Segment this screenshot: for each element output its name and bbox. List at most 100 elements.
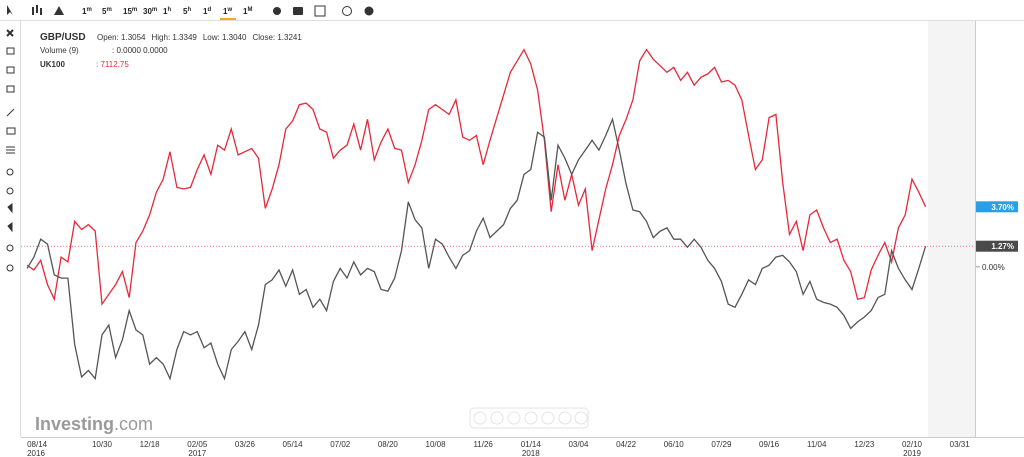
interval-number: 30 xyxy=(143,7,152,16)
tool-icon[interactable] xyxy=(7,222,13,233)
interval-button[interactable]: 1d xyxy=(203,7,211,16)
x-tick-label: 04/22 xyxy=(616,440,637,449)
interval-unit: d xyxy=(207,7,211,13)
tool-icon[interactable] xyxy=(6,66,15,74)
x-tick-label: 08/20 xyxy=(378,440,399,449)
side-toolbar-icons xyxy=(6,29,16,272)
rect-tool-icon[interactable] xyxy=(6,127,16,135)
x-tick-label: 01/14 2018 xyxy=(521,440,542,457)
interval-button[interactable]: 1w xyxy=(223,7,232,16)
ohlc-value: Low: 1.3040 xyxy=(203,33,247,42)
cursor-icon[interactable] xyxy=(7,5,13,15)
x-tick-label: 06/10 xyxy=(664,440,685,449)
interval-unit: w xyxy=(226,7,232,13)
tool-icon[interactable] xyxy=(6,264,14,272)
line-tool-icon[interactable] xyxy=(6,108,15,117)
compare-name: UK100 xyxy=(40,60,65,69)
ohlc-value: Open: 1.3054 xyxy=(97,33,146,42)
last-value-box xyxy=(976,201,1018,213)
last-value-label: 1.27% xyxy=(991,242,1014,251)
fullscreen-icon[interactable] xyxy=(314,5,326,17)
x-tick-label: 12/23 xyxy=(854,440,875,449)
logo-main: Investing xyxy=(35,414,114,434)
tool-icon[interactable] xyxy=(7,203,13,214)
interval-number: 1 xyxy=(82,7,87,16)
interval-number: 1 xyxy=(163,7,168,16)
interval-number: 5 xyxy=(183,7,188,16)
ohlc-value: High: 1.3349 xyxy=(151,33,197,42)
nav-button[interactable] xyxy=(574,411,588,425)
x-tick-label: 09/16 xyxy=(759,440,780,449)
interval-button[interactable]: 1m xyxy=(82,7,92,16)
x-tick-label: 03/26 xyxy=(235,440,256,449)
interval-unit: h xyxy=(167,7,171,13)
instrument-name: GBP/USD xyxy=(40,32,86,43)
x-tick-label: 02/10 2019 xyxy=(902,440,923,457)
x-tick-label: 07/02 xyxy=(330,440,351,449)
tool-icon[interactable] xyxy=(6,187,14,195)
compare-value: : 7112.75 xyxy=(96,60,129,69)
interval-number: 1 xyxy=(203,7,208,16)
interval-button[interactable]: 1h xyxy=(163,7,171,16)
tool-icon[interactable] xyxy=(6,47,15,55)
last-value-box xyxy=(976,240,1018,252)
interval-unit: m xyxy=(106,7,111,13)
interval-button[interactable]: 5m xyxy=(102,7,112,16)
active-interval xyxy=(220,18,236,20)
x-tick-label: 03/04 xyxy=(568,440,589,449)
x-tick-label: 07/29 xyxy=(711,440,732,449)
interval-button[interactable]: 15m xyxy=(123,7,137,16)
nav-button[interactable] xyxy=(524,411,538,425)
logo: Investing.com xyxy=(35,414,153,434)
top-toolbar-icons xyxy=(7,5,374,17)
settings-icon[interactable] xyxy=(273,7,281,15)
x-tick-label: 08/14 2016 xyxy=(27,440,48,457)
interval-number: 1 xyxy=(223,7,228,16)
nav-button[interactable] xyxy=(473,411,487,425)
interval-number: 5 xyxy=(102,7,107,16)
tool-icon[interactable] xyxy=(6,85,15,93)
interval-unit: M xyxy=(247,7,252,13)
x-tick-label: 02/05 2017 xyxy=(187,440,208,457)
interval-unit: m xyxy=(152,7,157,13)
x-tick-label: 11/04 xyxy=(807,440,827,449)
logo-suffix: .com xyxy=(114,414,153,434)
candles-icon[interactable] xyxy=(32,7,34,15)
interval-number: 15 xyxy=(123,7,132,16)
interval-unit: h xyxy=(187,7,191,13)
nav-button[interactable] xyxy=(558,411,572,425)
ohlc-value: Close: 1.3241 xyxy=(252,33,302,42)
series-line xyxy=(26,117,927,381)
interval-unit: m xyxy=(86,7,91,13)
y-tick-label: 0.00% xyxy=(982,263,1005,272)
fib-tool-icon[interactable] xyxy=(6,146,15,154)
interval-number: 1 xyxy=(243,7,248,16)
upload-icon[interactable] xyxy=(364,6,374,16)
interval-button[interactable]: 5h xyxy=(183,7,191,16)
x-tick-label: 03/31 xyxy=(950,440,971,449)
x-tick-label: 05/14 xyxy=(283,440,304,449)
nav-buttons xyxy=(469,407,589,429)
x-tick-label: 10/30 xyxy=(92,440,113,449)
nav-panel xyxy=(469,407,589,429)
x-tick-label: 11/26 xyxy=(473,440,493,449)
series-line xyxy=(26,48,927,306)
interval-button[interactable]: 1M xyxy=(243,7,252,16)
area-icon[interactable] xyxy=(54,6,64,15)
close-icon[interactable] xyxy=(6,29,14,37)
last-value-label: 3.70% xyxy=(991,203,1014,212)
nav-button[interactable] xyxy=(541,411,555,425)
x-tick-label: 10/08 xyxy=(426,440,447,449)
tool-icon[interactable] xyxy=(6,168,14,176)
download-icon[interactable] xyxy=(342,6,352,16)
volume-values: : 0.0000 0.0000 xyxy=(112,46,168,55)
interval-unit: m xyxy=(132,7,137,13)
nav-button[interactable] xyxy=(507,411,521,425)
interval-button[interactable]: 30m xyxy=(143,7,157,16)
tool-icon[interactable] xyxy=(6,244,14,252)
nav-button[interactable] xyxy=(490,411,504,425)
volume-label: Volume (9) xyxy=(40,46,79,55)
camera-icon[interactable] xyxy=(293,7,303,15)
